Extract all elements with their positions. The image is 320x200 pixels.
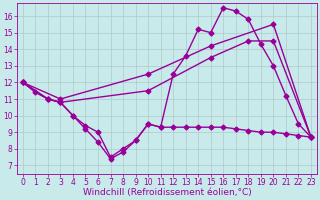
X-axis label: Windchill (Refroidissement éolien,°C): Windchill (Refroidissement éolien,°C) xyxy=(83,188,251,197)
